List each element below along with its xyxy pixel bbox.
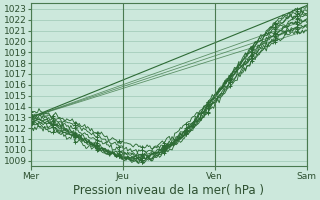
X-axis label: Pression niveau de la mer( hPa ): Pression niveau de la mer( hPa ) xyxy=(73,184,264,197)
